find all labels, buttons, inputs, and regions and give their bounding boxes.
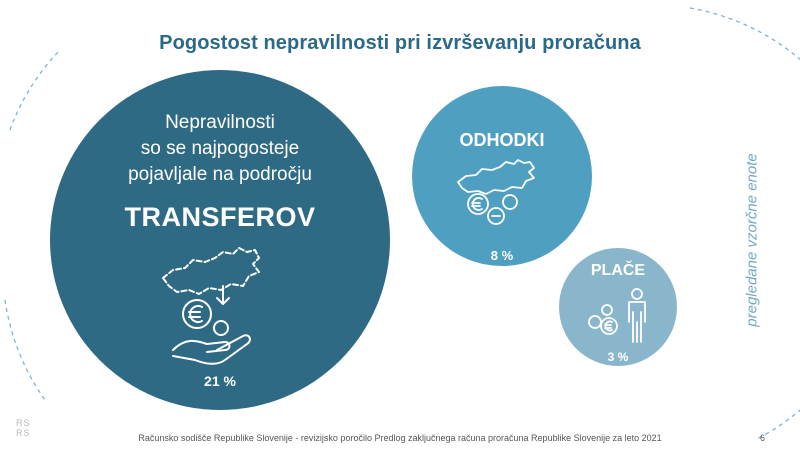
intro-line: pojavljale na področju	[128, 164, 312, 185]
logo-line: RS	[16, 418, 31, 428]
expenses-label: ODHODKI	[459, 130, 545, 150]
expenses-percent: 8 %	[490, 248, 514, 263]
transfers-intro: Nepravilnosti so se najpogosteje pojavlj…	[50, 110, 390, 188]
map-coins-icon	[457, 159, 535, 225]
expenses-circle: ODHODKI 8 %	[412, 86, 592, 266]
transfers-percent: 21 %	[204, 373, 236, 389]
intro-line: Nepravilnosti	[165, 112, 275, 133]
salaries-percent: 3 %	[607, 350, 629, 364]
coins-person-icon	[588, 288, 646, 343]
salaries-label: PLAČE	[590, 262, 646, 279]
logo: RS RS	[16, 418, 31, 438]
page-number: 6	[760, 433, 766, 443]
salaries-circle: PLAČE 3 %	[559, 248, 677, 366]
page-title: Pogostost nepravilnosti pri izvrševanju …	[159, 32, 641, 54]
footer-text: Računsko sodišče Republike Slovenije - r…	[138, 433, 662, 443]
logo-line: RS	[16, 428, 31, 438]
intro-line: so se najpogosteje	[140, 138, 300, 159]
transfers-circle: Nepravilnosti so se najpogosteje pojavlj…	[50, 70, 390, 410]
map-coins-hand-icon	[162, 247, 260, 365]
side-label: pregledane vzorčne enote	[743, 153, 761, 327]
transfers-label: TRANSFEROV	[124, 202, 316, 232]
